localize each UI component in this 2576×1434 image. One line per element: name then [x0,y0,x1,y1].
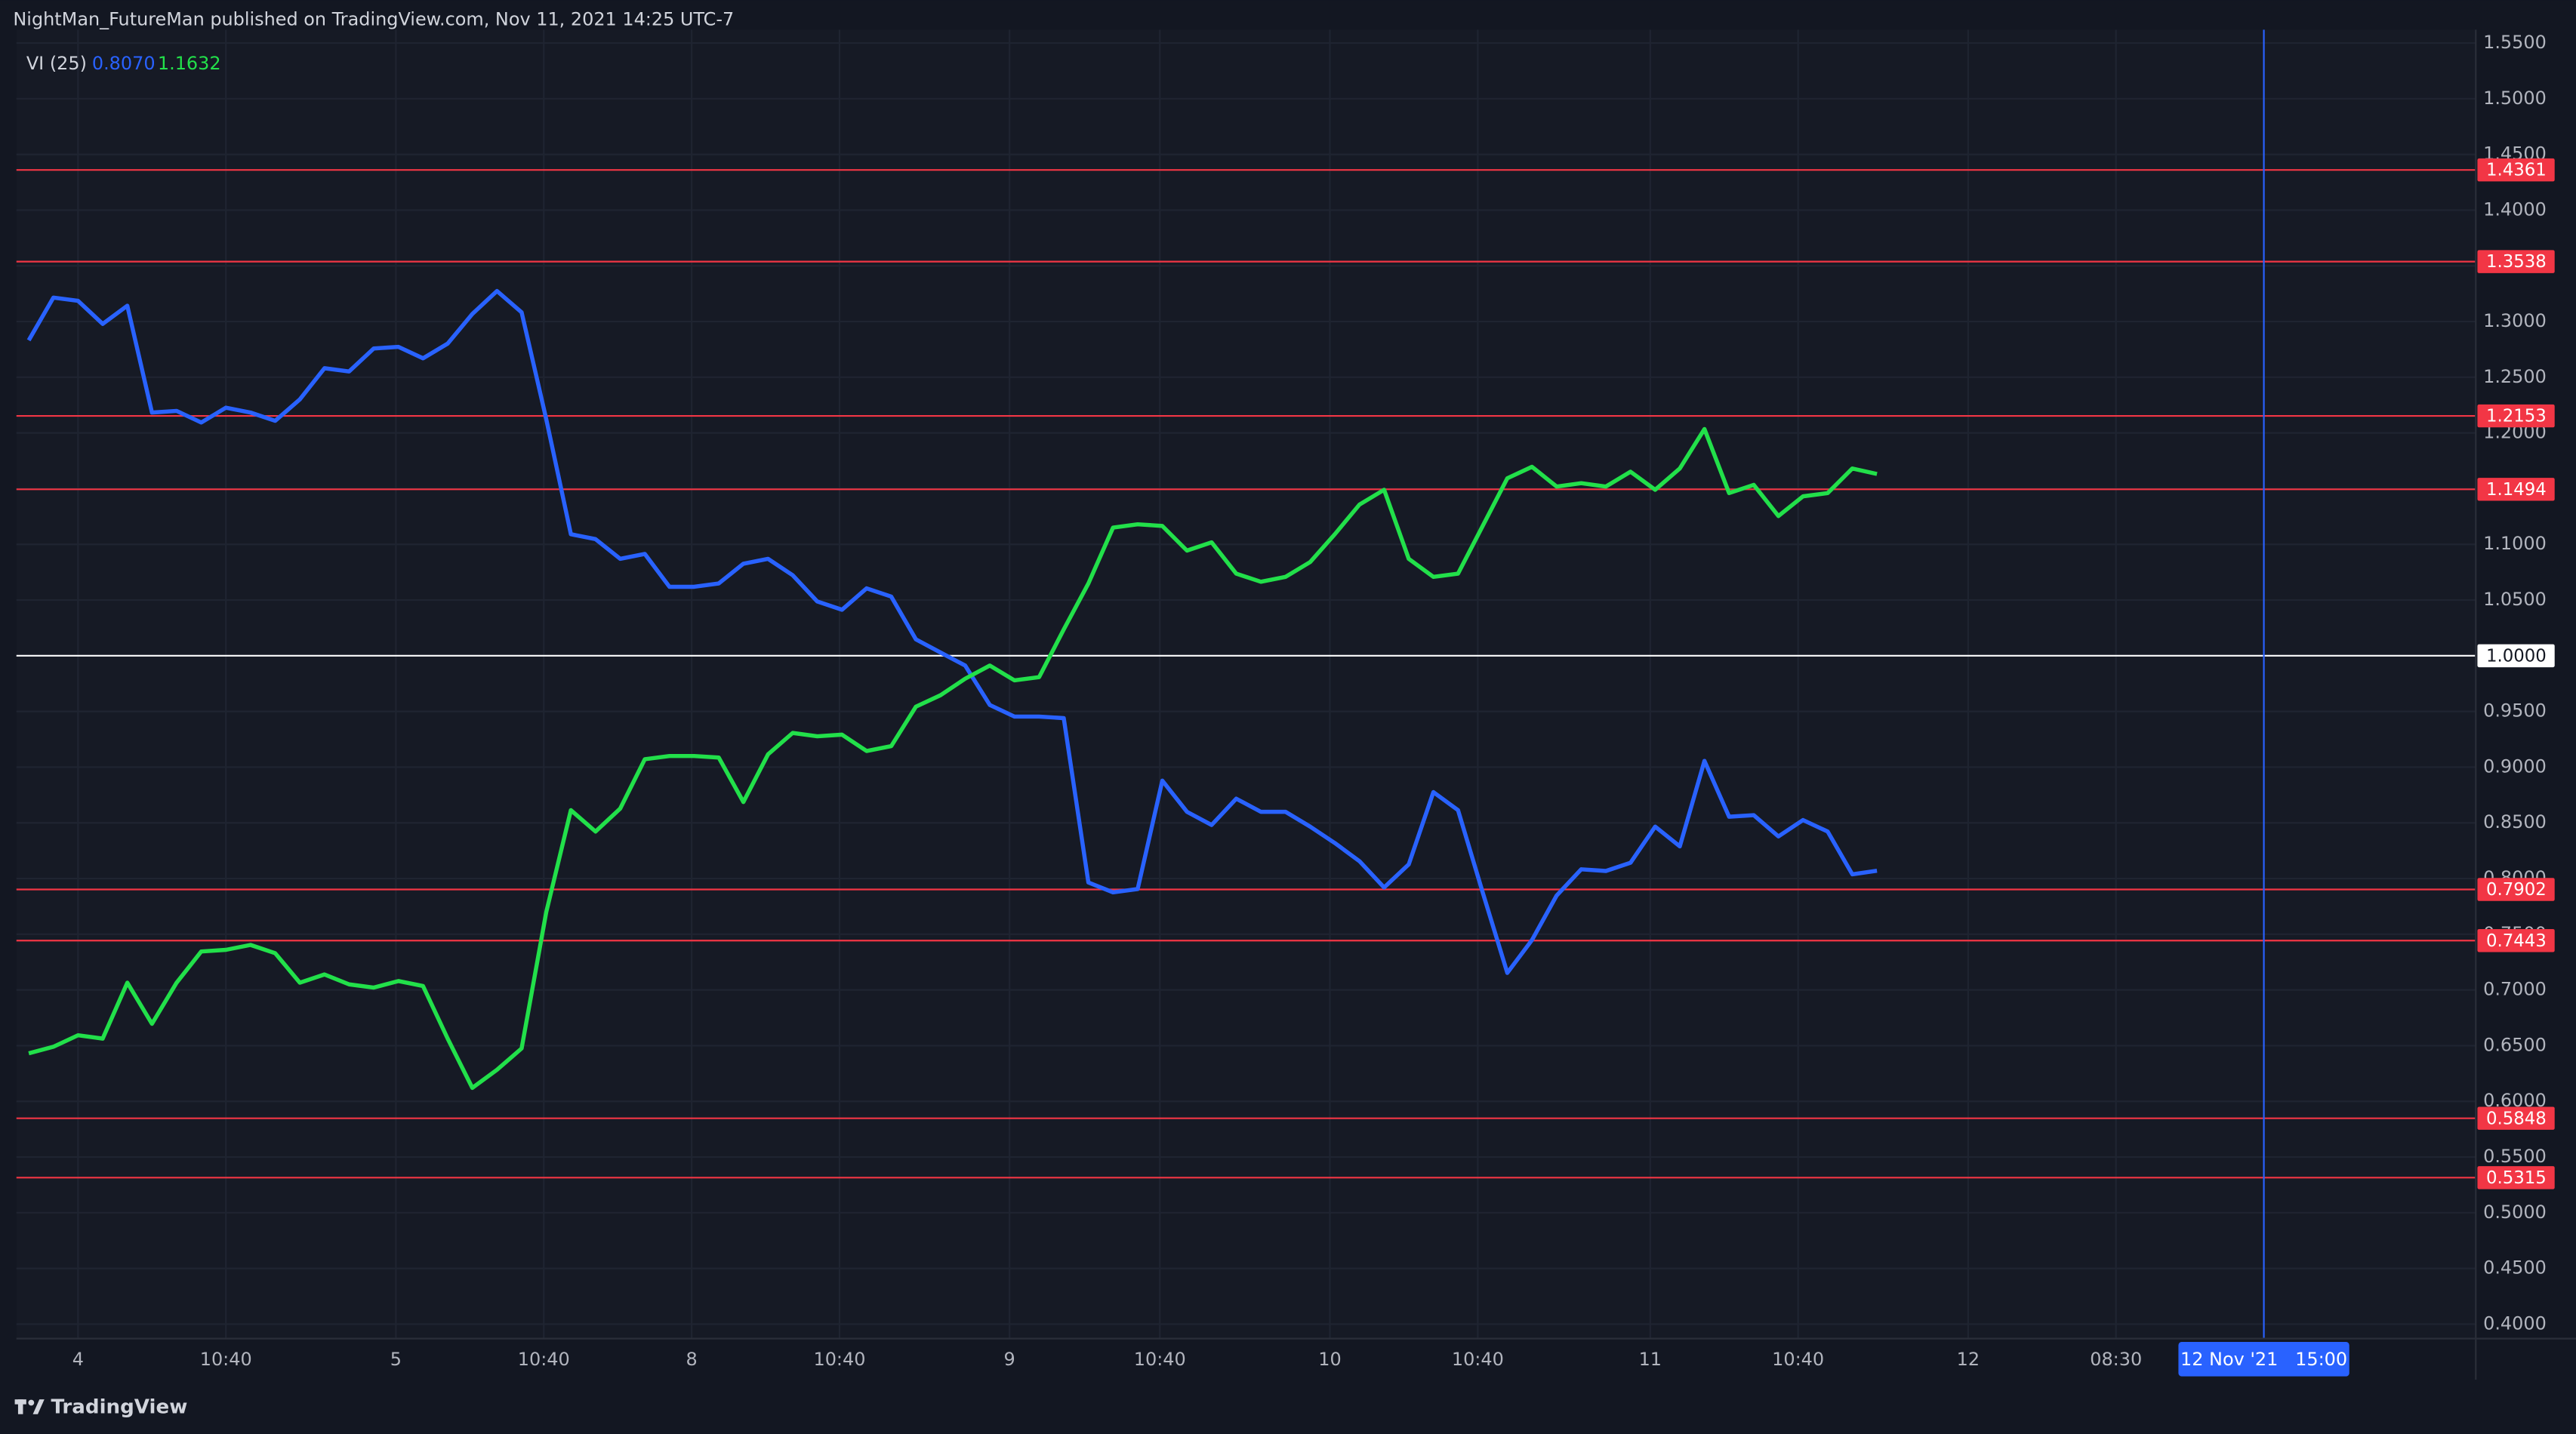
level-label: 0.7902 [2486,880,2547,900]
level-label: 1.4361 [2486,161,2547,180]
brand-logo [14,1399,45,1414]
x-tick-label: 10:40 [1452,1349,1504,1370]
axis-labels: 0.40000.45000.50000.55000.60000.65000.70… [72,32,2555,1377]
level-label-bg [2477,929,2555,952]
level-label: 0.7443 [2486,931,2547,951]
series-line [26,288,1878,975]
level-label: 0.5315 [2486,1168,2547,1188]
y-tick-label: 0.9500 [2483,700,2547,722]
level-label: 1.0000 [2486,646,2547,666]
level-label-bg [2477,1166,2555,1189]
x-tick-label: 08:30 [2090,1349,2142,1370]
series-lines [26,288,1878,1091]
x-tick-label: 5 [390,1349,402,1370]
y-tick-label: 0.9000 [2483,755,2547,777]
levels [16,29,2476,1339]
y-tick-label: 0.5000 [2483,1202,2547,1223]
y-tick-label: 1.1000 [2483,533,2547,554]
grid [16,29,2476,1339]
legend-value: 0.8070 [92,53,156,74]
x-tick-label: 10:40 [518,1349,570,1370]
level-label: 0.5848 [2486,1109,2547,1128]
x-tick-label: 4 [72,1349,84,1370]
level-label-bg [2477,478,2555,501]
level-label: 1.2153 [2486,407,2547,426]
level-label-bg [2477,878,2555,901]
x-tick-label: 10:40 [200,1349,252,1370]
x-tick-label: 11 [1639,1349,1662,1370]
series-line [28,426,1878,1091]
level-label-bg [2477,644,2555,668]
y-tick-label: 0.4000 [2483,1312,2547,1334]
y-tick-label: 1.5000 [2483,88,2547,109]
level-label-bg [2477,250,2555,273]
level-label: 1.3538 [2486,252,2547,272]
y-tick-label: 0.6500 [2483,1034,2547,1055]
x-tick-label: 10:40 [1772,1349,1824,1370]
y-tick-label: 0.5500 [2483,1146,2547,1167]
y-tick-label: 0.4500 [2483,1257,2547,1279]
level-label-bg [2477,1106,2555,1130]
x-tick-label: 12 [1957,1349,1980,1370]
level-label-bg [2477,404,2555,428]
footer [0,1380,2576,1434]
x-tick-label: 10:40 [1134,1349,1186,1370]
y-tick-label: 1.3000 [2483,310,2547,331]
y-tick-label: 1.4000 [2483,198,2547,220]
x-tick-label: 9 [1004,1349,1015,1370]
x-tick-label: 10:40 [813,1349,865,1370]
crosshair-label-bg [2178,1341,2350,1377]
y-tick-label: 0.8500 [2483,811,2547,832]
level-label-bg [2477,158,2555,182]
y-tick-label: 0.7000 [2483,979,2547,1000]
level-label: 1.1494 [2486,480,2547,500]
legend-value: 1.1632 [158,53,221,74]
y-tick-label: 1.0500 [2483,589,2547,610]
x-tick-label: 10 [1318,1349,1341,1370]
x-tick-label: 8 [686,1349,697,1370]
crosshair-label: 12 Nov '21 15:00 [2180,1349,2347,1370]
brand: TradingView [51,1396,187,1419]
legend-title: VI (25) [26,53,87,74]
plot-area [16,29,2476,1339]
y-tick-label: 1.5500 [2483,32,2547,53]
y-tick-label: 1.2500 [2483,366,2547,387]
header: NightMan_FutureMan published on TradingV… [13,8,734,29]
